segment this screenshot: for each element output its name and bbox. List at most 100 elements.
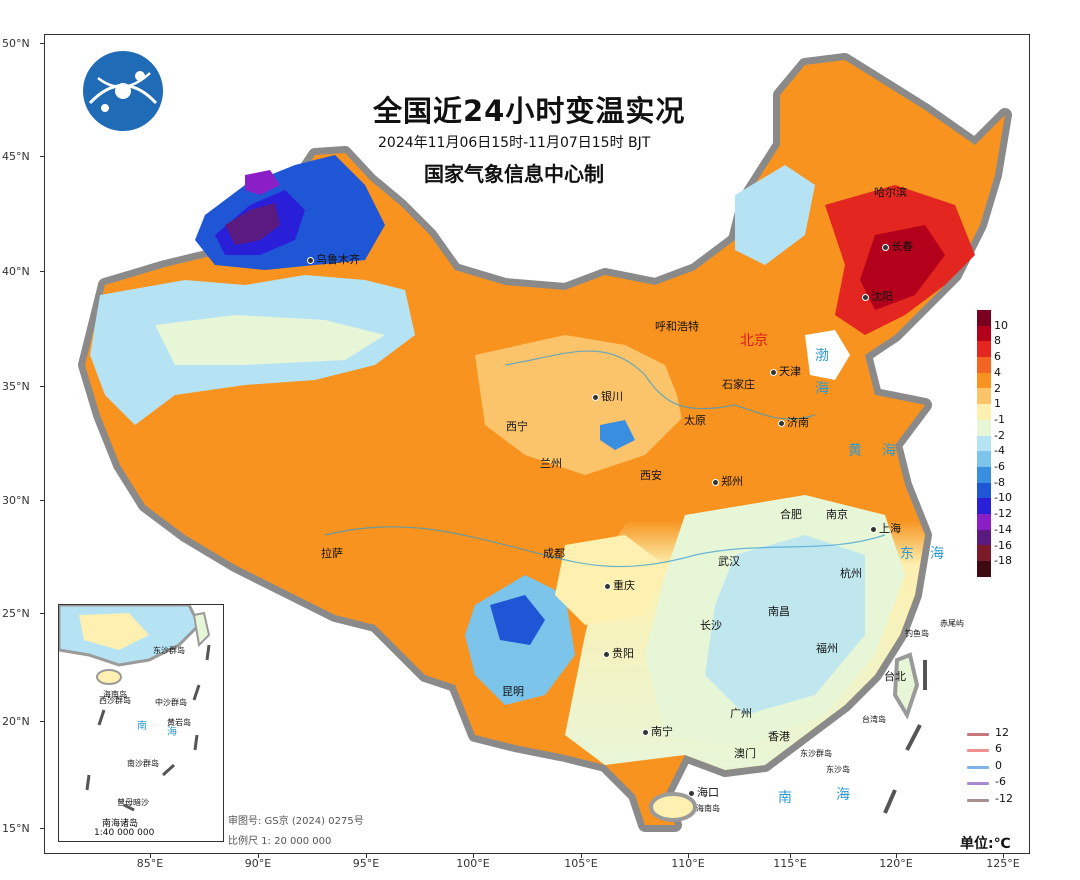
map-frame xyxy=(44,34,1030,854)
lat-tick xyxy=(40,613,45,614)
island-diaoyu: 钓鱼岛 xyxy=(905,629,929,638)
sea-huanghai-2: 海 xyxy=(882,443,896,459)
city-label: 南昌 xyxy=(768,605,790,618)
lat-tick xyxy=(40,386,45,387)
city-label: 乌鲁木齐 xyxy=(316,253,360,266)
city-label: 福州 xyxy=(816,642,838,655)
city-label: 香港 xyxy=(768,730,790,743)
bohai-sea xyxy=(805,330,850,380)
sea-nanhai-2: 海 xyxy=(836,787,850,803)
legend-label: -4 xyxy=(994,444,1005,458)
lon-label-115: 115°E xyxy=(773,857,807,870)
inset-hainan-label: 海南岛 xyxy=(103,690,127,699)
legend-swatch xyxy=(977,404,991,420)
line-legend-label: -12 xyxy=(995,791,1013,805)
island-dongsha-group: 东沙群岛 xyxy=(800,749,832,758)
city-label: 武汉 xyxy=(718,555,740,568)
city-taiyuan: 太原 xyxy=(684,412,706,428)
city-macau: 澳门 xyxy=(734,745,756,761)
inset-huangyan: 黄岩岛 xyxy=(167,718,191,727)
city-changsha: 长沙 xyxy=(700,617,722,633)
sea-bohai-1: 渤 xyxy=(815,348,829,364)
lat-tick xyxy=(40,271,45,272)
inset-dash xyxy=(161,763,176,777)
city-guangzhou: 广州 xyxy=(730,705,752,721)
city-hohhot: 呼和浩特 xyxy=(655,318,699,334)
south-china-sea-inset: 东沙群岛 西沙群岛 中沙群岛 南沙群岛 海南岛 黄岩岛 曾母暗沙 南 海 xyxy=(58,604,224,842)
city-label: 上海 xyxy=(879,522,901,535)
color-legend xyxy=(977,310,991,577)
city-label: 银川 xyxy=(601,390,623,403)
dash-line xyxy=(883,789,897,814)
legend-label: -8 xyxy=(994,475,1005,489)
city-yinchuan: 银川 xyxy=(592,388,623,404)
city-label: 台北 xyxy=(884,670,906,683)
inset-map xyxy=(59,605,211,812)
zone-xinjiang-coldest xyxy=(225,203,280,245)
legend-swatch xyxy=(977,545,991,561)
city-lanzhou: 兰州 xyxy=(540,455,562,471)
city-marker xyxy=(642,728,649,736)
lat-tick xyxy=(40,43,45,44)
legend-swatch xyxy=(977,466,991,483)
city-urumqi: 乌鲁木齐 xyxy=(307,251,360,267)
legend-swatch xyxy=(977,310,991,326)
city-label: 海口 xyxy=(697,786,719,799)
legend-label: 1 xyxy=(994,397,1001,411)
inset-scale: 1:40 000 000 xyxy=(94,828,155,838)
cma-logo xyxy=(83,51,163,131)
dash-line xyxy=(905,724,922,751)
city-xining: 西宁 xyxy=(506,418,528,434)
city-label: 昆明 xyxy=(502,685,524,698)
sea-nanhai-1: 南 xyxy=(778,790,792,806)
inset-dash xyxy=(97,709,106,726)
lon-label-85: 85°E xyxy=(136,857,164,870)
lat-tick xyxy=(40,828,45,829)
lat-tick xyxy=(40,500,45,501)
city-tianjin: 天津 xyxy=(770,363,801,379)
inset-taiwan xyxy=(192,611,211,648)
line-legend-swatch xyxy=(967,798,989,802)
city-kunming: 昆明 xyxy=(502,683,524,699)
city-marker xyxy=(592,393,599,401)
sea-donghai-2: 海 xyxy=(930,546,944,562)
line-legend-label: 12 xyxy=(995,726,1009,739)
city-nanjing: 南京 xyxy=(826,506,848,522)
city-hefei: 合肥 xyxy=(780,506,802,522)
lon-label-120: 120°E xyxy=(879,857,913,870)
city-xian: 西安 xyxy=(640,467,662,483)
city-label: 贵阳 xyxy=(612,647,634,660)
city-marker xyxy=(770,368,777,376)
city-nanchang: 南昌 xyxy=(768,603,790,619)
city-label: 兰州 xyxy=(540,457,562,470)
legend-label: 10 xyxy=(994,318,1008,332)
zone-xinjiang-core xyxy=(245,170,280,195)
city-marker xyxy=(870,525,877,533)
city-label: 西宁 xyxy=(506,420,528,433)
legend-label: -14 xyxy=(994,522,1012,536)
city-jinan: 济南 xyxy=(778,414,809,430)
lon-tick xyxy=(896,853,897,858)
legend-swatch xyxy=(977,372,991,389)
legend-swatch xyxy=(977,498,991,514)
map-title: 全国近24小时变温实况 xyxy=(373,94,686,128)
city-label: 合肥 xyxy=(780,508,802,521)
city-label: 长沙 xyxy=(700,619,722,632)
lon-tick xyxy=(688,853,689,858)
lat-label-40: 40°N xyxy=(2,265,30,278)
zone-ordos-cold xyxy=(600,420,635,450)
legend-label: 2 xyxy=(994,381,1001,395)
legend-swatch xyxy=(977,341,991,358)
city-label: 沈阳 xyxy=(871,290,893,303)
city-label: 太原 xyxy=(684,414,706,427)
zone-tarim-light xyxy=(155,315,385,365)
legend-swatch xyxy=(977,513,991,530)
lat-label-20: 20°N xyxy=(2,715,30,728)
taiwan xyxy=(892,652,920,720)
city-marker xyxy=(778,419,785,427)
line-legend-swatch xyxy=(967,765,989,769)
city-beijing: 北京 xyxy=(740,330,768,350)
legend-label: 8 xyxy=(994,334,1001,348)
hainan xyxy=(649,792,697,822)
city-marker xyxy=(688,789,695,797)
